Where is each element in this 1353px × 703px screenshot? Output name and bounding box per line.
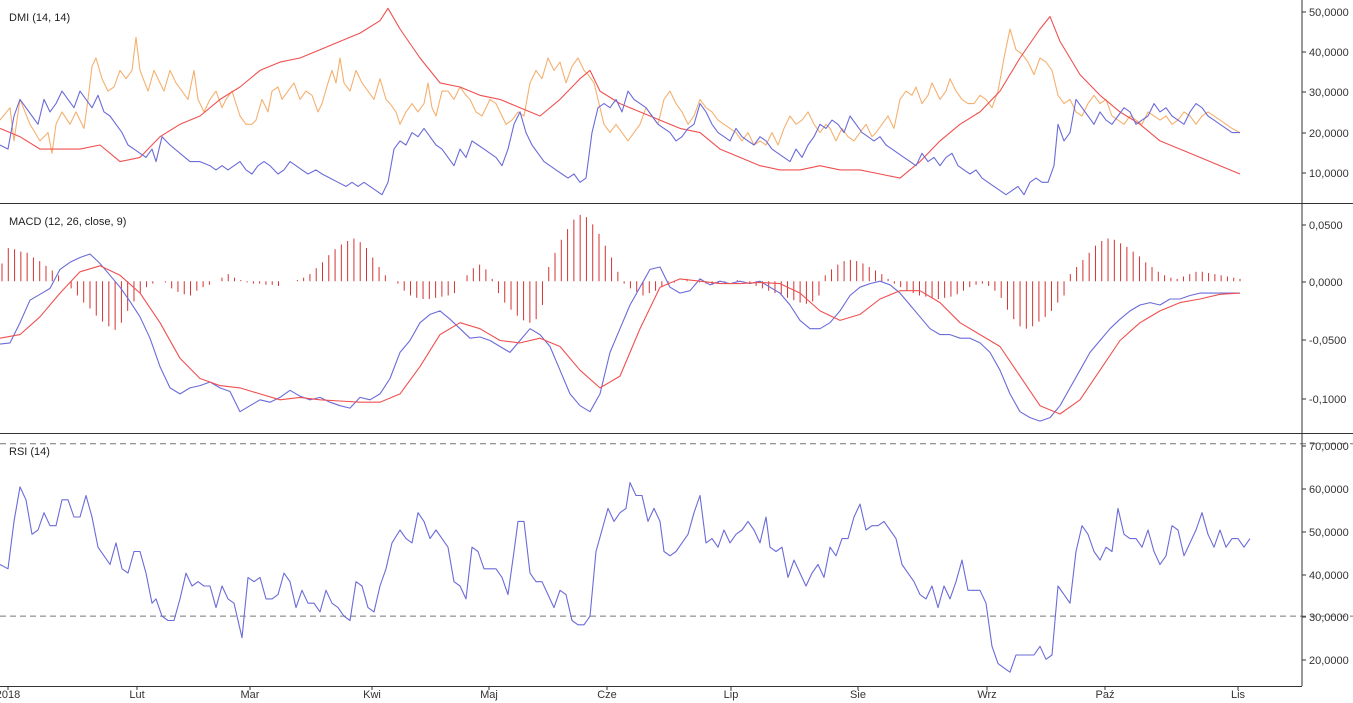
y-tick-label: 50,0000: [1309, 7, 1349, 19]
x-tick-label: Sie: [850, 689, 866, 701]
x-tick-label: Mar: [241, 689, 260, 701]
y-tick-label: 10,0000: [1309, 168, 1349, 180]
rsi-title: RSI (14): [9, 446, 50, 458]
y-tick-label: 40,0000: [1309, 570, 1349, 582]
y-tick-label: 50,0000: [1309, 527, 1349, 539]
x-tick-label: Paź: [1096, 689, 1115, 701]
dmi-title: DMI (14, 14): [9, 12, 70, 24]
x-tick-label: Cze: [597, 689, 617, 701]
y-tick-label: 0,0000: [1309, 277, 1343, 289]
macd-title: MACD (12, 26, close, 9): [9, 216, 126, 228]
x-tick-label: Maj: [480, 689, 498, 701]
x-tick-label: Lip: [724, 689, 739, 701]
x-tick-label: Lut: [129, 689, 144, 701]
y-tick-label: 20,0000: [1309, 655, 1349, 667]
y-tick-label: 40,0000: [1309, 47, 1349, 59]
y-tick-label: 60,0000: [1309, 484, 1349, 496]
y-tick-label: -0,0500: [1309, 335, 1346, 347]
pane-1: [0, 214, 1241, 422]
y-tick-label: 0,0500: [1309, 220, 1343, 232]
pane-0: [0, 7, 1241, 196]
x-tick-label: Lis: [1231, 689, 1246, 701]
series-line-red: [0, 265, 1241, 415]
series-line-red: [0, 7, 1241, 179]
series-line-blue: [0, 253, 1240, 422]
y-tick-label: 30,0000: [1309, 87, 1349, 99]
panes-layer: [0, 7, 1353, 673]
y-tick-label: 20,0000: [1309, 128, 1349, 140]
series-line-blue: [0, 90, 1240, 196]
y-tick-label: -0,1000: [1309, 394, 1346, 406]
y-tick-label: 30,0000: [1309, 612, 1349, 624]
x-tick-label: 2018: [0, 689, 20, 701]
y-tick-label: 70,0000: [1309, 441, 1349, 453]
series-line-blue: [0, 482, 1251, 673]
x-tick-label: Kwi: [363, 689, 381, 701]
series-line-orange: [0, 28, 1241, 154]
pane-2: [0, 443, 1353, 673]
x-tick-label: Wrz: [977, 689, 996, 701]
